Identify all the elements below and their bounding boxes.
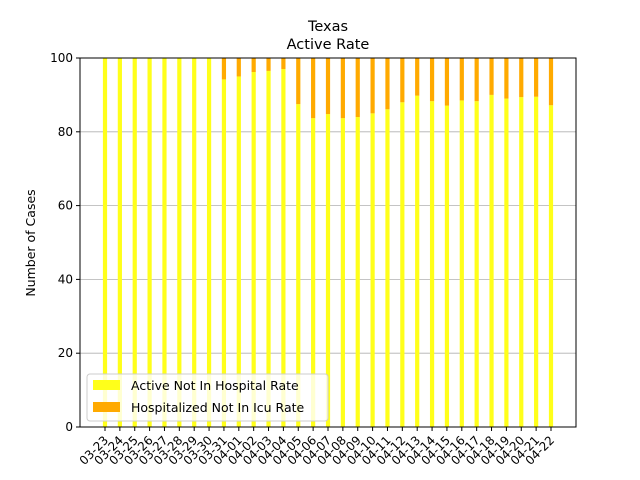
- legend-swatch-hospitalized-not-in-icu: [93, 402, 120, 412]
- bar-hospitalized-not-in-icu: [429, 58, 435, 102]
- bar-active-not-in-hospital: [444, 105, 450, 427]
- bar-hospitalized-not-in-icu: [444, 58, 450, 106]
- bar-hospitalized-not-in-icu: [355, 58, 360, 118]
- legend-label-active-not-in-hospital: Active Not In Hospital Rate: [131, 378, 299, 393]
- bar-hospitalized-not-in-icu: [400, 58, 405, 103]
- chart-title: Texas: [307, 19, 348, 35]
- bar-active-not-in-hospital: [459, 100, 464, 427]
- bar-hospitalized-not-in-icu: [504, 58, 509, 99]
- bar-active-not-in-hospital: [534, 96, 539, 428]
- bar-hospitalized-not-in-icu: [236, 58, 241, 77]
- bar-active-not-in-hospital: [311, 118, 316, 427]
- bar-active-not-in-hospital: [474, 101, 479, 427]
- bar-active-not-in-hospital: [192, 58, 197, 427]
- chart-subtitle: Active Rate: [287, 37, 370, 53]
- legend: Active Not In Hospital Rate Hospitalized…: [86, 373, 329, 422]
- bar-hospitalized-not-in-icu: [325, 58, 331, 115]
- bar-active-not-in-hospital: [296, 104, 301, 427]
- bar-active-not-in-hospital: [132, 58, 137, 427]
- bar-active-not-in-hospital: [355, 117, 360, 427]
- bar-active-not-in-hospital: [177, 58, 182, 427]
- bar-active-not-in-hospital: [147, 58, 152, 427]
- bar-active-not-in-hospital: [162, 58, 167, 427]
- bar-hospitalized-not-in-icu: [221, 58, 227, 80]
- bar-hospitalized-not-in-icu: [370, 58, 375, 114]
- bar-hospitalized-not-in-icu: [459, 58, 464, 101]
- y-axis-label: Number of Cases: [23, 189, 38, 296]
- bar-active-not-in-hospital: [206, 58, 212, 427]
- y-tick-label: 40: [58, 272, 73, 286]
- y-tick-label: 100: [50, 51, 73, 65]
- bar-hospitalized-not-in-icu: [415, 58, 420, 96]
- bar-active-not-in-hospital: [221, 79, 227, 427]
- bar-active-not-in-hospital: [117, 58, 122, 427]
- bar-active-not-in-hospital: [325, 114, 331, 427]
- y-tick-label: 80: [58, 125, 73, 139]
- bar-hospitalized-not-in-icu: [281, 58, 286, 70]
- bar-active-not-in-hospital: [385, 109, 390, 427]
- bar-hospitalized-not-in-icu: [251, 58, 256, 73]
- bar-hospitalized-not-in-icu: [548, 58, 554, 106]
- bar-hospitalized-not-in-icu: [266, 58, 271, 71]
- bar-hospitalized-not-in-icu: [385, 58, 390, 110]
- bar-active-not-in-hospital: [251, 72, 256, 427]
- bar-active-not-in-hospital: [370, 113, 375, 427]
- bar-hospitalized-not-in-icu: [534, 58, 539, 97]
- bar-hospitalized-not-in-icu: [519, 58, 524, 98]
- bar-active-not-in-hospital: [266, 70, 271, 427]
- legend-box: [86, 373, 329, 422]
- bar-hospitalized-not-in-icu: [340, 58, 345, 119]
- bar-active-not-in-hospital: [415, 95, 420, 427]
- legend-label-hospitalized-not-in-icu: Hospitalized Not In Icu Rate: [131, 400, 305, 415]
- y-tick-label: 0: [65, 420, 73, 434]
- bar-active-not-in-hospital: [548, 105, 554, 428]
- bar-active-not-in-hospital: [429, 101, 435, 427]
- bar-active-not-in-hospital: [400, 102, 405, 427]
- y-axis: 0 20 40 60 80 100: [50, 51, 80, 434]
- y-tick-label: 20: [58, 346, 73, 360]
- bar-hospitalized-not-in-icu: [311, 58, 316, 119]
- y-tick-label: 60: [58, 199, 73, 213]
- bar-active-not-in-hospital: [489, 94, 494, 428]
- bar-hospitalized-not-in-icu: [474, 58, 479, 102]
- bar-active-not-in-hospital: [519, 97, 524, 427]
- bar-hospitalized-not-in-icu: [489, 58, 494, 95]
- legend-swatch-active-not-in-hospital: [93, 380, 120, 390]
- bar-active-not-in-hospital: [340, 118, 345, 427]
- bar-active-not-in-hospital: [236, 76, 241, 427]
- bar-hospitalized-not-in-icu: [296, 58, 301, 105]
- bar-active-not-in-hospital: [281, 69, 286, 427]
- bar-active-not-in-hospital: [102, 58, 108, 427]
- bar-active-not-in-hospital: [504, 98, 509, 427]
- bars-layer: [102, 58, 554, 428]
